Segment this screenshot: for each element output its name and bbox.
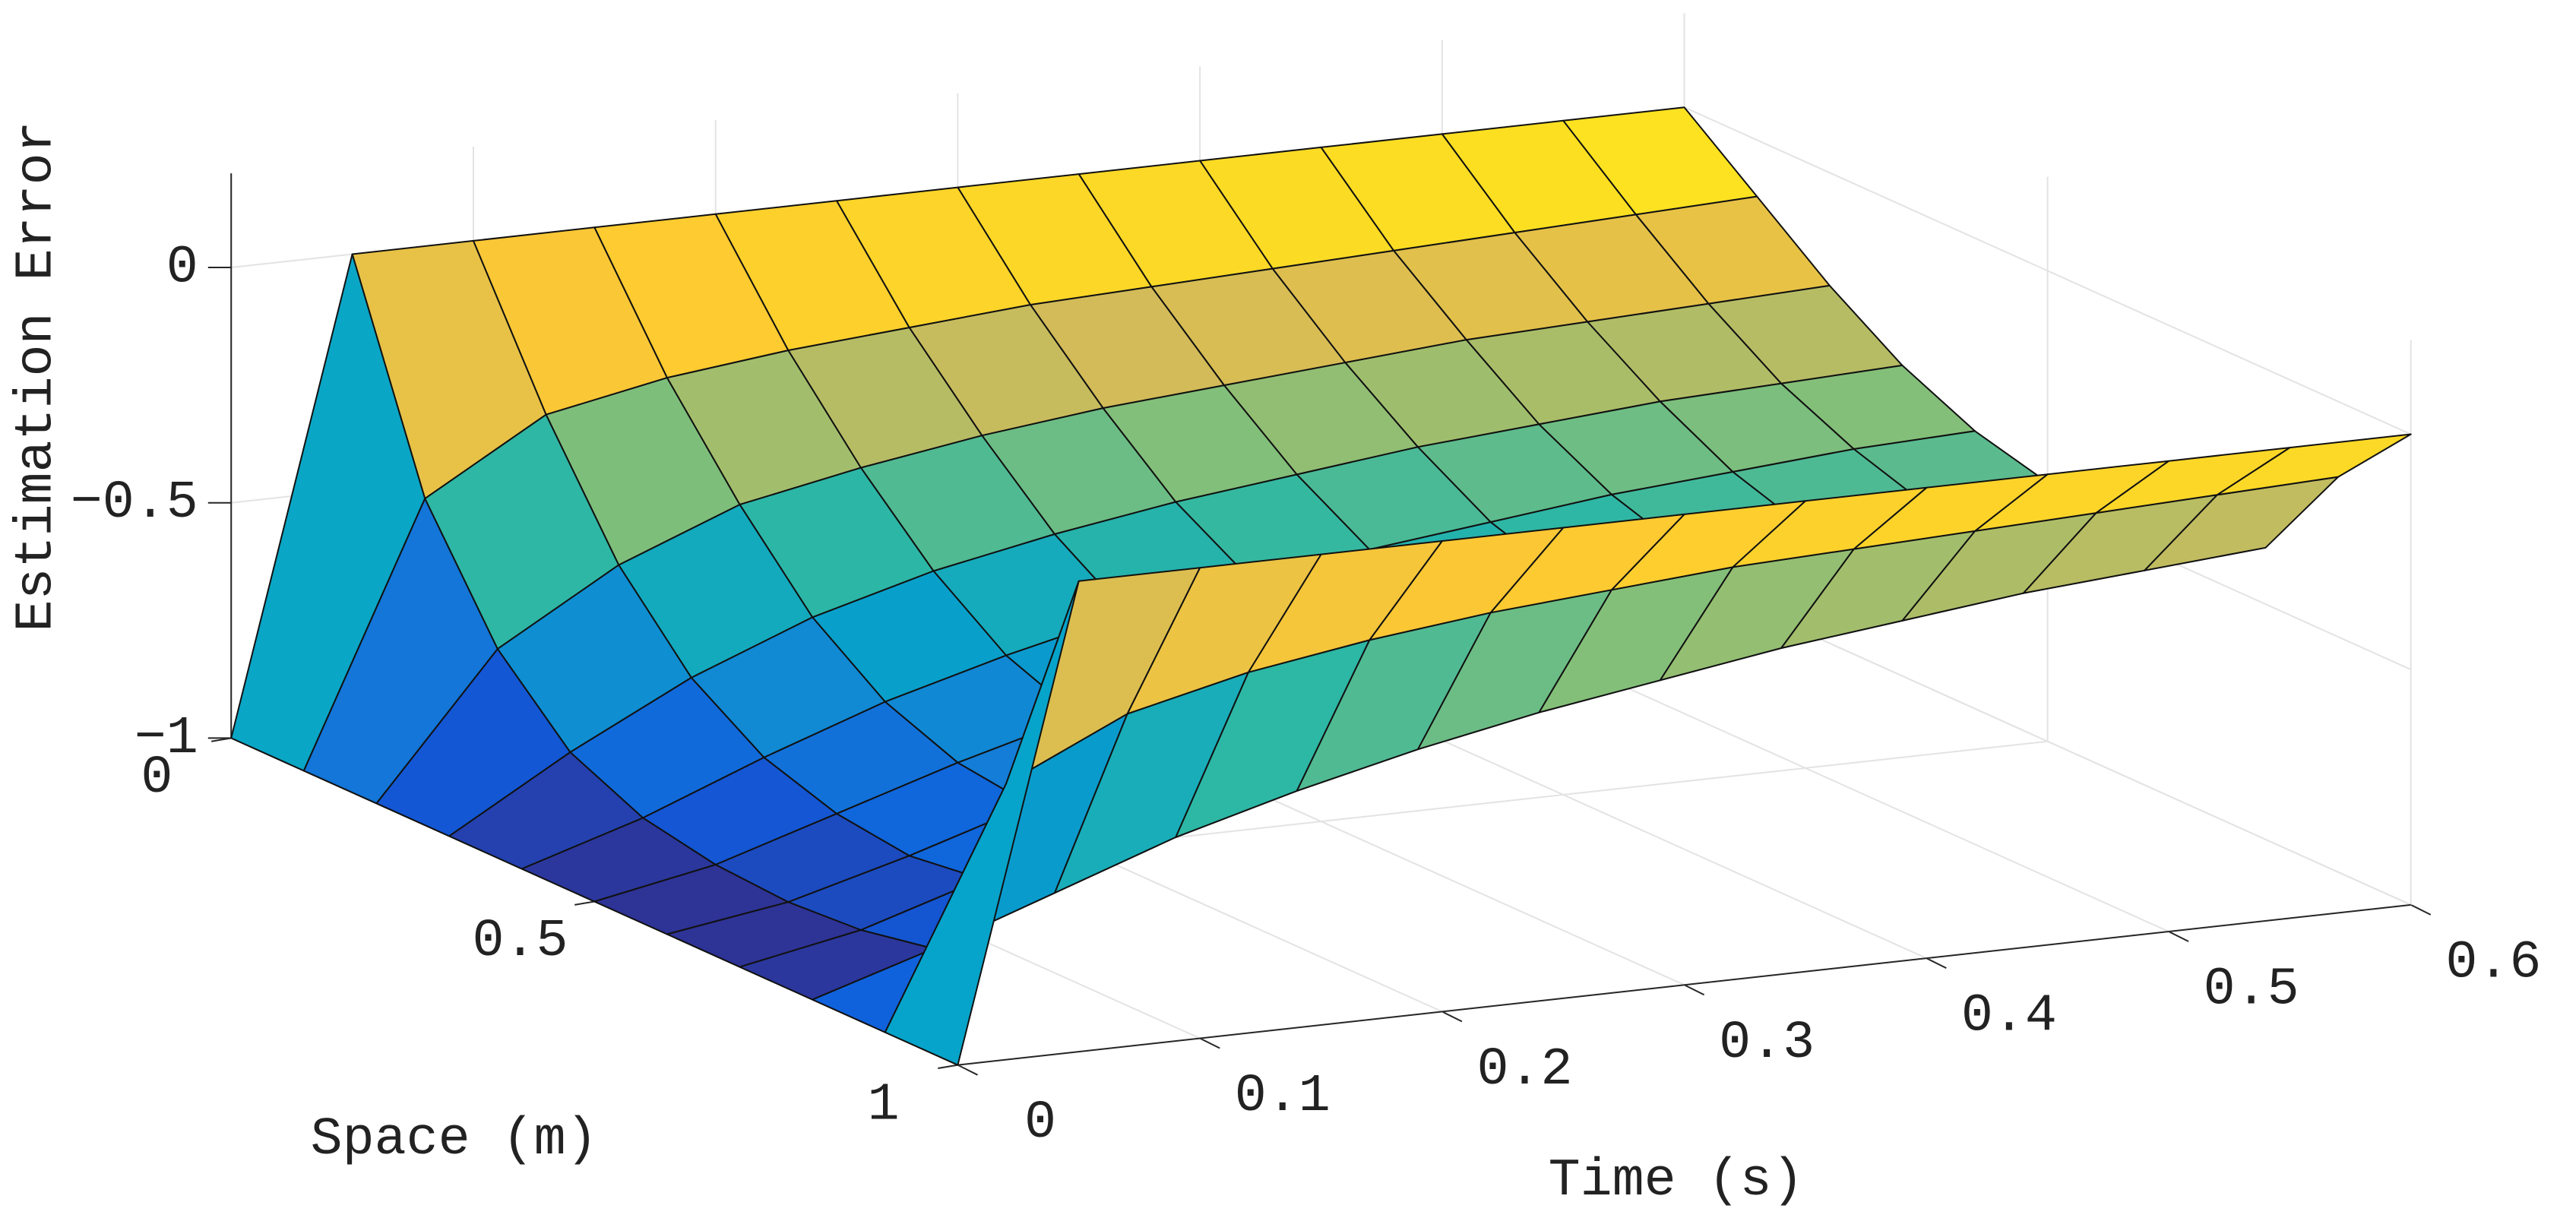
x-tick-label: 0: [1024, 1093, 1056, 1153]
x-tick: [1684, 984, 1705, 996]
z-tick-label: −0.5: [71, 473, 198, 533]
grid-line: [1684, 106, 2412, 435]
labels: 0 0.1 0.2 0.3 0.4 0.5 0.6 0 0.5 1 −1 −0.5 0 Time (s) S…: [7, 121, 2541, 1211]
z-axis-title: Estimation Error: [7, 121, 67, 631]
x-tick: [2410, 903, 2432, 916]
x-tick-label: 0.1: [1235, 1067, 1331, 1127]
y-tick-label: 0.5: [473, 912, 568, 972]
y-axis-title: Space (m): [311, 1110, 598, 1170]
x-tick: [2168, 931, 2189, 942]
y-tick: [574, 900, 595, 906]
y-tick: [938, 1064, 958, 1069]
surface-patch: [884, 580, 1080, 1066]
x-tick: [1199, 1037, 1220, 1049]
x-tick: [957, 1064, 978, 1076]
x-axis-title: Time (s): [1549, 1151, 1804, 1211]
x-tick: [1441, 1011, 1463, 1023]
y-tick-label: 0: [141, 748, 172, 808]
x-tick-label: 0.6: [2445, 933, 2541, 993]
x-tick-label: 0.5: [2204, 960, 2299, 1020]
y-tick-label: 1: [868, 1075, 900, 1135]
z-tick-label: −1: [134, 709, 198, 769]
x-tick-label: 0.2: [1476, 1040, 1572, 1100]
surface: [230, 106, 2412, 1066]
x-tick: [1926, 957, 1947, 970]
x-tick-label: 0.3: [1719, 1014, 1815, 1074]
z-tick-label: 0: [166, 239, 198, 299]
x-axis: [957, 903, 2411, 1066]
x-tick-label: 0.4: [1961, 987, 2057, 1047]
